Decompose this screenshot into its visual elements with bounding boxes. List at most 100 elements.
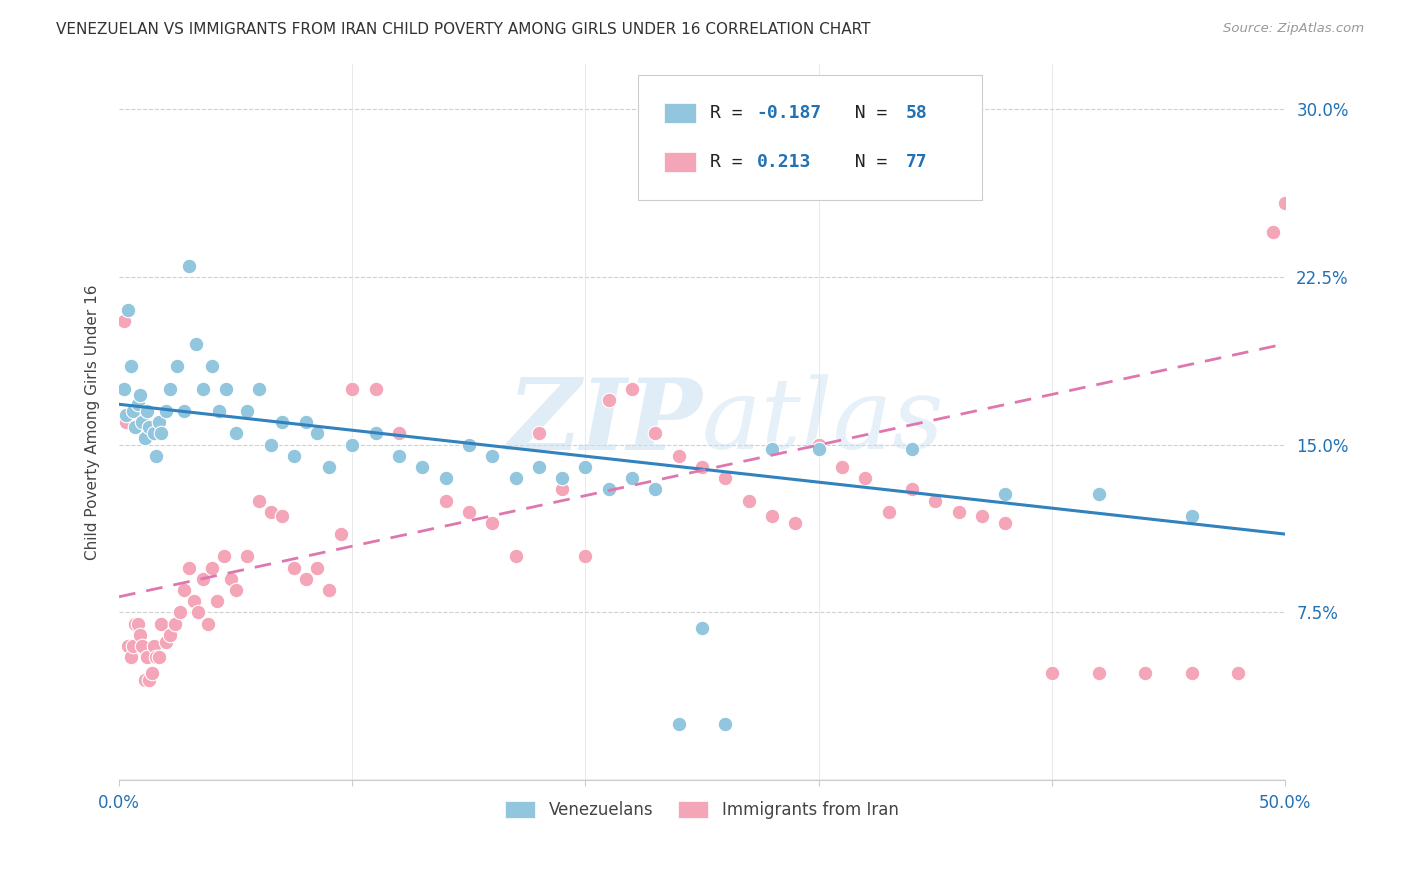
Point (163, 616, 186, 631)
Point (236, 549, 259, 564)
Point (122, 639, 145, 653)
Point (551, 483, 574, 497)
Point (668, 449, 690, 463)
Point (1087, 665, 1109, 680)
Point (644, 483, 666, 497)
Point (159, 382, 181, 396)
Point (574, 549, 596, 564)
Point (117, 639, 139, 653)
Point (505, 471, 527, 485)
Point (342, 437, 364, 451)
Point (225, 582, 247, 597)
Point (481, 449, 503, 463)
Point (191, 382, 214, 396)
Point (145, 449, 167, 463)
Point (1133, 665, 1156, 680)
Point (1263, 225, 1285, 239)
Point (1274, 195, 1296, 210)
Point (294, 572, 316, 586)
Point (173, 404, 195, 418)
Point (127, 397, 149, 411)
Point (183, 594, 205, 608)
Point (191, 572, 214, 586)
Point (994, 516, 1017, 530)
Point (457, 437, 479, 451)
Text: N =: N = (832, 104, 898, 122)
Point (434, 493, 457, 508)
Point (259, 437, 281, 451)
Point (271, 415, 294, 429)
Point (247, 382, 270, 396)
Point (364, 426, 387, 441)
Point (155, 634, 177, 648)
Text: R =: R = (710, 104, 754, 122)
Point (124, 419, 146, 434)
Text: 77: 77 (905, 153, 928, 171)
Point (294, 415, 316, 429)
Point (901, 442, 924, 456)
Point (201, 560, 224, 574)
Point (212, 549, 235, 564)
Point (318, 459, 340, 474)
Point (853, 471, 876, 485)
Point (159, 628, 181, 642)
Point (714, 471, 737, 485)
Point (283, 449, 305, 463)
Point (145, 650, 167, 665)
Point (388, 449, 411, 463)
Point (1227, 665, 1250, 680)
Legend: Venezuelans, Immigrants from Iran: Venezuelans, Immigrants from Iran (499, 794, 905, 826)
Point (690, 459, 713, 474)
Point (457, 505, 479, 519)
Point (136, 404, 159, 418)
Point (134, 673, 156, 687)
Point (901, 483, 924, 497)
FancyBboxPatch shape (638, 75, 981, 200)
Point (621, 471, 644, 485)
Point (1181, 665, 1204, 680)
Point (318, 582, 340, 597)
Point (761, 442, 783, 456)
Text: -0.187: -0.187 (756, 104, 823, 122)
Point (169, 606, 191, 620)
Point (807, 442, 830, 456)
Point (117, 303, 139, 318)
Point (205, 594, 228, 608)
Point (215, 382, 238, 396)
Point (120, 650, 142, 665)
Point (173, 582, 195, 597)
Point (283, 560, 305, 574)
Point (668, 717, 690, 731)
Point (155, 404, 177, 418)
Point (574, 459, 596, 474)
Point (131, 415, 153, 429)
Point (247, 493, 270, 508)
Point (388, 426, 411, 441)
Point (329, 527, 352, 541)
Point (148, 415, 170, 429)
Point (177, 560, 200, 574)
Point (761, 509, 783, 524)
Point (120, 359, 142, 374)
Point (122, 404, 145, 418)
Point (138, 673, 160, 687)
Point (225, 426, 247, 441)
Text: 58: 58 (905, 104, 928, 122)
Text: atlas: atlas (702, 375, 945, 470)
Point (129, 628, 152, 642)
Point (690, 621, 713, 635)
Point (129, 388, 152, 402)
Point (219, 572, 242, 586)
Point (924, 493, 946, 508)
Point (434, 471, 457, 485)
FancyBboxPatch shape (664, 152, 696, 172)
Point (150, 426, 173, 441)
Point (994, 487, 1017, 501)
Point (112, 382, 135, 396)
Point (505, 549, 527, 564)
Point (831, 459, 853, 474)
Point (141, 665, 163, 680)
Point (598, 392, 620, 407)
Point (115, 415, 138, 429)
FancyBboxPatch shape (664, 103, 696, 123)
